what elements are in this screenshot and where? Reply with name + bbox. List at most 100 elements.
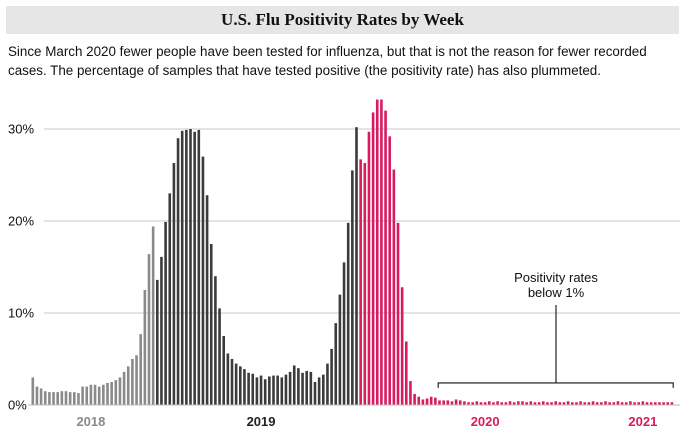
bar: [658, 402, 661, 405]
bar: [151, 226, 155, 405]
bar: [525, 402, 528, 405]
bar: [247, 372, 250, 405]
season-label: 2021: [628, 414, 657, 429]
bar: [521, 401, 524, 405]
bar: [326, 363, 329, 405]
bar: [102, 384, 105, 405]
bar: [624, 402, 628, 405]
bar: [429, 396, 433, 405]
bar: [629, 401, 632, 405]
bar: [234, 363, 238, 405]
bar: [633, 402, 636, 405]
y-tick-label: 0%: [8, 398, 27, 413]
bar: [571, 402, 574, 405]
bar: [612, 402, 616, 405]
bar: [579, 401, 582, 405]
bar: [180, 130, 184, 405]
bar: [438, 400, 441, 405]
bar: [268, 376, 271, 405]
bar: [143, 290, 147, 405]
bar: [384, 110, 387, 405]
bar: [330, 348, 333, 405]
chart-title-bar: U.S. Flu Positivity Rates by Week: [6, 6, 679, 34]
bar: [309, 371, 313, 405]
y-tick-label: 10%: [8, 306, 34, 321]
bar: [126, 366, 130, 405]
bar: [654, 402, 657, 405]
bar: [118, 377, 122, 405]
bar: [338, 294, 342, 405]
bar: [193, 131, 196, 405]
bar: [114, 380, 118, 405]
bar: [284, 374, 288, 405]
bar: [97, 386, 101, 405]
bar: [197, 129, 201, 406]
bar: [537, 402, 541, 405]
bar: [230, 359, 234, 405]
bar: [189, 129, 192, 405]
bar: [305, 370, 308, 405]
bar: [600, 402, 603, 405]
bar: [259, 375, 263, 405]
bar: [106, 382, 109, 405]
bar: [156, 279, 159, 405]
bar: [346, 222, 350, 405]
bar: [533, 402, 537, 405]
bar: [131, 359, 134, 405]
bar: [488, 401, 491, 405]
bar: [475, 401, 479, 405]
bar: [48, 392, 51, 405]
bar: [413, 393, 416, 405]
bar: [458, 400, 462, 405]
bar: [68, 392, 72, 405]
bar: [380, 99, 383, 405]
bar: [595, 402, 599, 405]
bar: [355, 127, 358, 405]
bar: [529, 401, 533, 405]
bar: [359, 159, 362, 405]
bar: [400, 287, 404, 405]
bar: [363, 163, 367, 405]
bar: [409, 381, 412, 405]
bar: [558, 402, 562, 405]
y-tick-label: 20%: [8, 214, 34, 229]
bar: [255, 377, 259, 405]
bar: [218, 308, 221, 405]
bar: [164, 221, 167, 405]
bar: [662, 402, 665, 405]
bar: [342, 262, 346, 405]
bar: [39, 388, 43, 405]
bar: [392, 169, 396, 405]
bar: [454, 399, 458, 405]
bar: [463, 401, 466, 405]
bar: [517, 401, 520, 405]
bar: [89, 384, 93, 405]
bar: [442, 400, 445, 405]
bar: [500, 402, 504, 405]
bar: [168, 193, 172, 405]
bar: [322, 374, 325, 405]
bar: [471, 402, 474, 405]
bar: [367, 131, 371, 405]
bar: [388, 136, 391, 406]
bar: [280, 377, 284, 405]
bar: [575, 402, 578, 405]
bar: [81, 386, 84, 405]
annotation-text: Positivity rates: [514, 270, 598, 285]
bar: [591, 401, 595, 405]
bar: [292, 365, 296, 405]
chart-subtitle: Since March 2020 fewer people have been …: [8, 44, 647, 78]
bar: [56, 392, 59, 405]
bar: [508, 401, 512, 405]
bar: [645, 402, 649, 405]
bar: [492, 402, 495, 405]
bar: [251, 373, 255, 405]
bar: [243, 369, 246, 405]
bar: [446, 400, 450, 405]
bar: [263, 379, 267, 405]
bar: [122, 371, 126, 405]
bar: [583, 402, 587, 405]
bar: [479, 402, 483, 405]
bar: [616, 401, 620, 405]
